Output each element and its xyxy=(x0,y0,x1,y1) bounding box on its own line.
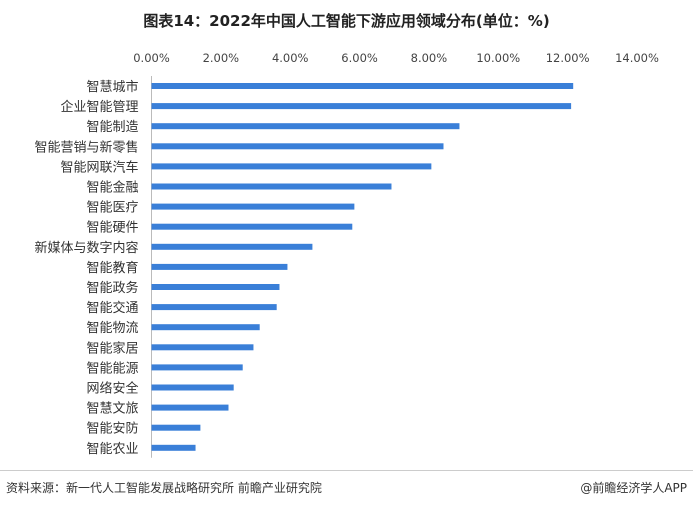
x-tick-label: 10.00% xyxy=(476,51,520,65)
category-label: 企业智能管理 xyxy=(60,99,138,115)
category-label: 智能制造 xyxy=(86,120,138,135)
x-tick-label: 8.00% xyxy=(411,51,448,65)
category-label: 智能政务 xyxy=(86,280,138,296)
bar-智能物流 xyxy=(151,324,260,331)
category-label: 智能交通 xyxy=(86,300,138,316)
bar-网络安全 xyxy=(151,384,234,391)
bar-智能营销与新零售 xyxy=(151,143,444,150)
category-label: 智能网联汽车 xyxy=(60,159,138,175)
bar-智能交通 xyxy=(151,304,277,311)
bar-智能制造 xyxy=(151,123,460,130)
bar-智能农业 xyxy=(151,444,196,451)
category-label: 智能营销与新零售 xyxy=(34,139,138,155)
source-note: 资料来源：新一代人工智能发展战略研究所 前瞻产业研究院 xyxy=(6,481,322,495)
category-label: 智能物流 xyxy=(86,321,138,336)
category-label: 新媒体与数字内容 xyxy=(34,240,138,256)
bar-智慧城市 xyxy=(151,83,574,89)
bar-新媒体与数字内容 xyxy=(151,243,313,250)
chart-title: 图表14：2022年中国人工智能下游应用领域分布(单位：%) xyxy=(143,12,550,30)
bar-智能能源 xyxy=(151,364,243,371)
bar-企业智能管理 xyxy=(151,103,572,110)
category-label: 智能安防 xyxy=(86,421,138,437)
category-label: 智能硬件 xyxy=(86,221,138,236)
brand-credit: @前瞻经济学人APP xyxy=(580,481,687,495)
x-tick-label: 4.00% xyxy=(272,51,309,65)
category-label: 智慧文旅 xyxy=(86,401,138,417)
x-tick-label: 2.00% xyxy=(203,51,240,65)
bar-智能教育 xyxy=(151,263,288,270)
bar-智能政务 xyxy=(151,284,280,290)
bar-智能家居 xyxy=(151,344,254,351)
category-label: 网络安全 xyxy=(86,381,138,397)
category-label: 智能金融 xyxy=(86,180,138,196)
category-label: 智能农业 xyxy=(86,442,138,457)
category-label: 智能医疗 xyxy=(86,201,138,216)
category-label: 智能能源 xyxy=(86,361,138,376)
bar-智能网联汽车 xyxy=(151,163,432,170)
bar-智能安防 xyxy=(151,424,201,431)
x-tick-label: 0.00% xyxy=(133,51,170,65)
x-tick-label: 6.00% xyxy=(341,51,378,65)
category-label: 智慧城市 xyxy=(86,79,138,95)
bar-智能医疗 xyxy=(151,203,355,210)
bar-智能金融 xyxy=(151,183,392,190)
category-label: 智能家居 xyxy=(86,340,138,356)
footer-divider xyxy=(0,470,693,471)
x-tick-label: 14.00% xyxy=(615,51,659,65)
bar-智能硬件 xyxy=(151,223,353,230)
bar-智慧文旅 xyxy=(151,404,229,411)
category-label: 智能教育 xyxy=(86,260,138,276)
x-tick-label: 12.00% xyxy=(546,51,590,65)
